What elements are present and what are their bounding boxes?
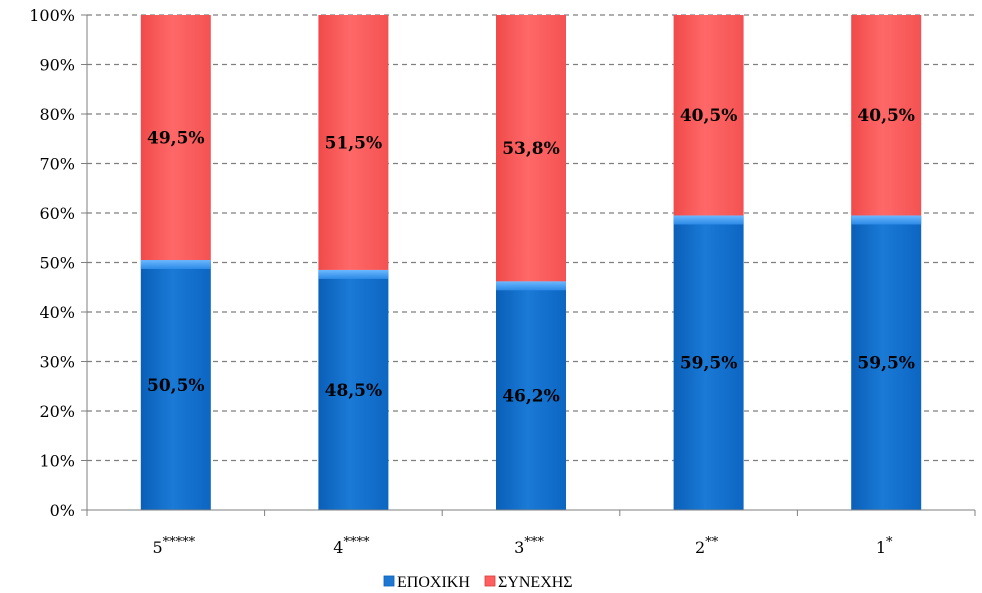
bar-synechis [140,15,211,261]
bar-epochiki [496,281,566,510]
bar-epochiki [318,269,389,510]
y-tick-label: 10% [39,452,75,471]
bar-synechis [496,15,566,282]
legend-label: ΕΠΟΧΙΚΗ [397,574,470,591]
bar-epochiki [851,215,922,510]
x-tick-label: 5***** [152,535,195,557]
legend-swatch [383,575,395,587]
data-label-epochiki: 48,5% [325,381,383,401]
bar-highlight [140,260,211,270]
bar-highlight [318,269,389,279]
bar-synechis [851,15,922,216]
y-tick-label: 20% [39,402,75,421]
data-label-epochiki: 50,5% [147,376,205,396]
bar-highlight [851,215,922,225]
x-tick-label: 1* [876,535,893,557]
data-label-epochiki: 59,5% [680,354,738,374]
y-tick-label: 40% [39,303,75,322]
y-tick-label: 90% [39,56,75,75]
data-label-synechis: 51,5% [325,133,383,153]
bar-synechis [318,15,389,270]
data-labels: 50,5% 49,5% 48,5% 51,5% 46,2% 53,8% 59,5% 40,5%… [147,106,915,406]
axes: 0% 10% 20% 30% 40% 50% 60% 70% 80% 90% 100% 5***** 4… [29,6,976,557]
bar-highlight [673,215,744,225]
bars [140,15,922,510]
y-tick-label: 0% [50,501,75,520]
data-label-synechis: 40,5% [857,106,915,126]
x-tick-label: 3*** [514,535,544,557]
y-tick-label: 70% [39,155,75,174]
data-label-synechis: 40,5% [680,106,738,126]
bar-epochiki [140,260,211,510]
data-label-epochiki: 46,2% [502,387,560,407]
legend-swatch [484,575,496,587]
y-tick-label: 60% [39,204,75,223]
x-tick-label: 2** [695,535,719,557]
y-tick-label: 50% [39,254,75,273]
data-label-synechis: 49,5% [147,129,205,149]
legend: ΕΠΟΧΙΚΗ ΣΥΝΕΧΗΣ [383,574,573,591]
y-tick-label: 30% [39,353,75,372]
y-tick-label: 80% [39,105,75,124]
bar-epochiki [673,215,744,510]
x-tick-label: 4**** [333,535,370,557]
data-label-synechis: 53,8% [502,139,560,159]
bar-synechis [673,15,744,216]
y-tick-label: 100% [29,6,75,25]
data-label-epochiki: 59,5% [857,354,915,374]
legend-label: ΣΥΝΕΧΗΣ [498,574,573,591]
bar-highlight [496,281,566,291]
